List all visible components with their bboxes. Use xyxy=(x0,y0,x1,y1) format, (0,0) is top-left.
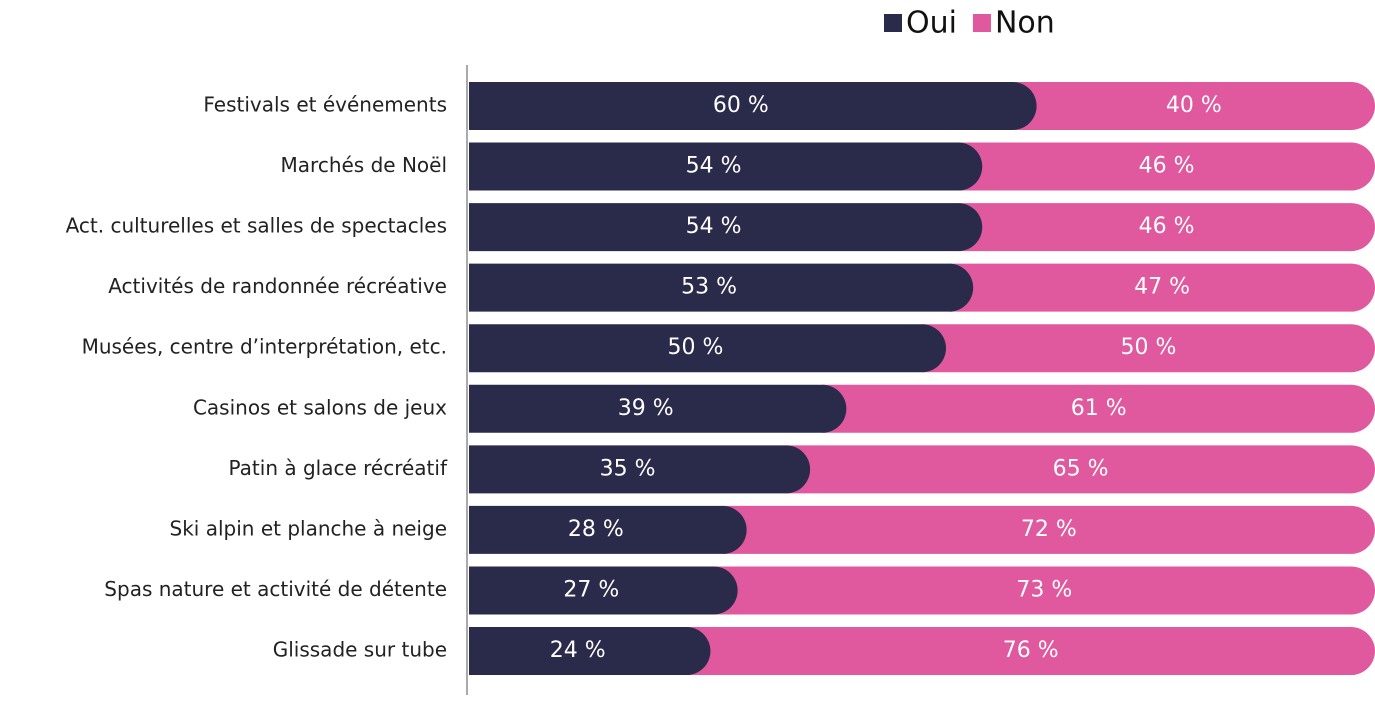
bar-segment xyxy=(822,384,1375,433)
bar-segment xyxy=(469,142,983,191)
bar-segment xyxy=(469,505,747,554)
bar-segment xyxy=(713,566,1375,615)
value-label: 50 % xyxy=(1121,335,1177,360)
value-label: 54 % xyxy=(686,214,742,239)
value-label: 65 % xyxy=(1053,456,1109,481)
value-label: 40 % xyxy=(1166,93,1222,118)
bar-segment xyxy=(469,263,974,312)
value-label: 50 % xyxy=(668,335,724,360)
bar-segment xyxy=(469,445,811,494)
value-label: 54 % xyxy=(686,154,742,179)
category-label: Musées, centre d’interprétation, etc. xyxy=(82,335,447,359)
value-label: 27 % xyxy=(563,577,619,602)
value-label: 53 % xyxy=(681,275,737,300)
category-label: Marchés de Noël xyxy=(281,153,447,177)
value-label: 46 % xyxy=(1139,154,1195,179)
category-label: Glissade sur tube xyxy=(273,638,447,662)
legend-swatch xyxy=(884,14,902,32)
legend-label: Oui xyxy=(906,6,957,41)
bar-segment xyxy=(1012,82,1375,130)
legend-label: Non xyxy=(995,6,1055,41)
category-label: Activités de randonnée récréative xyxy=(108,274,447,298)
category-label: Act. culturelles et salles de spectacles xyxy=(66,214,447,238)
bar-segment xyxy=(686,627,1375,676)
value-label: 39 % xyxy=(618,396,674,421)
value-label: 60 % xyxy=(713,93,769,118)
bar-segment xyxy=(469,324,946,373)
bar-segment xyxy=(949,263,1375,312)
bar-segment xyxy=(469,627,711,676)
bar-segment xyxy=(786,445,1375,494)
value-label: 76 % xyxy=(1003,638,1059,663)
value-label: 24 % xyxy=(550,638,606,663)
category-label: Festivals et événements xyxy=(203,93,447,117)
bar-segment xyxy=(958,203,1375,252)
value-label: 72 % xyxy=(1021,517,1077,542)
value-label: 47 % xyxy=(1134,275,1190,300)
bar-segment xyxy=(469,566,738,615)
category-label: Patin à glace récréatif xyxy=(229,456,448,480)
category-label: Ski alpin et planche à neige xyxy=(170,516,447,540)
value-label: 46 % xyxy=(1139,214,1195,239)
bar-segment xyxy=(722,505,1375,554)
category-label: Casinos et salons de jeux xyxy=(193,395,447,419)
bar-segment xyxy=(469,384,847,433)
category-label: Spas nature et activité de détente xyxy=(104,577,447,601)
value-label: 73 % xyxy=(1016,577,1072,602)
value-label: 35 % xyxy=(600,456,656,481)
bar-segment xyxy=(469,82,1037,130)
legend-swatch xyxy=(972,14,991,32)
value-label: 61 % xyxy=(1071,396,1127,421)
bar-segment xyxy=(469,203,983,252)
value-label: 28 % xyxy=(568,517,624,542)
bar-segment xyxy=(922,324,1375,373)
bar-segment xyxy=(958,142,1375,191)
